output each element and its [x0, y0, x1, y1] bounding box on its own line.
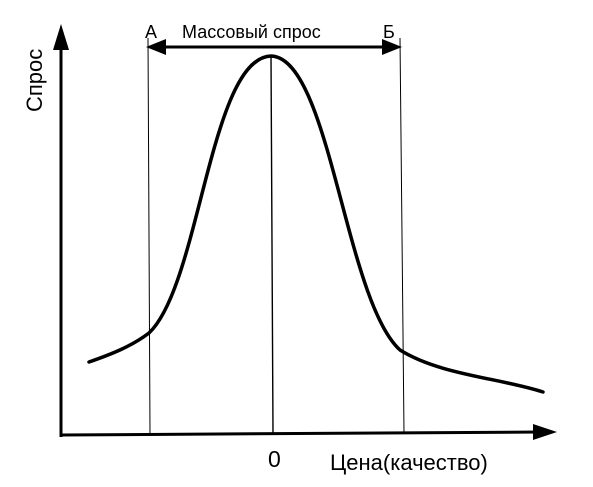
range-arrow-left-head — [146, 39, 166, 55]
demand-curve — [87, 54, 545, 394]
y-axis-arrowhead — [53, 24, 69, 50]
range-arrow-right-head — [382, 39, 402, 55]
range-label: Массовый спрос — [182, 22, 321, 42]
boundary-line-b — [399, 37, 405, 434]
x-axis — [59, 430, 541, 437]
x-axis-arrowhead — [533, 424, 557, 440]
boundary-line-a — [147, 37, 151, 434]
left-bound-label: А — [145, 22, 157, 42]
center-line — [270, 54, 274, 434]
x-axis-label: Цена(качество) — [330, 450, 488, 475]
origin-label: 0 — [268, 446, 281, 472]
right-bound-label: Б — [383, 22, 395, 42]
y-axis-label: Спрос — [22, 49, 47, 112]
